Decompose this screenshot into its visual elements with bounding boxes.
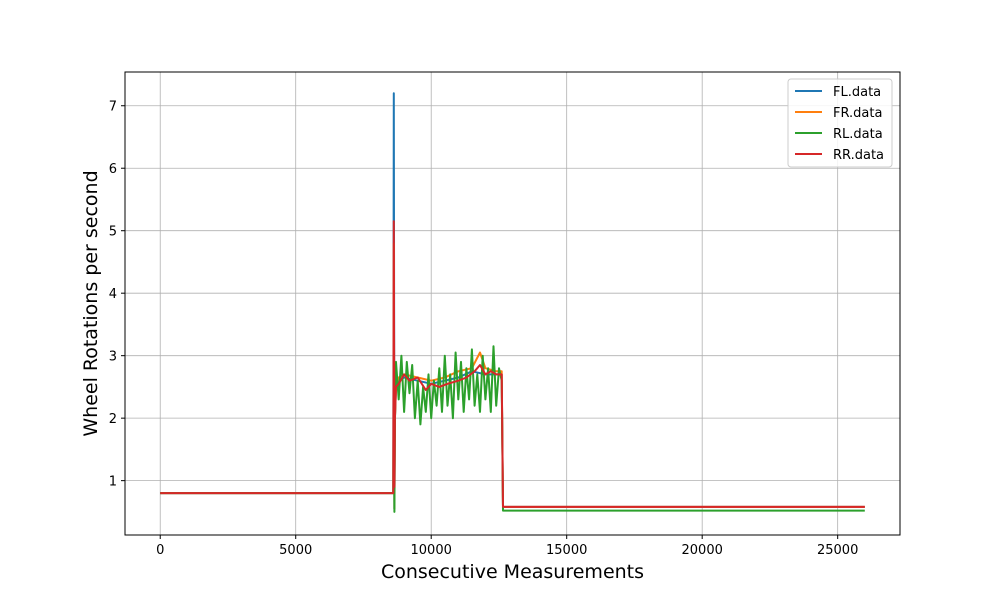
legend-label: FL.data [833,85,881,100]
x-axis-label: Consecutive Measurements [381,561,644,583]
plot-frame [124,71,901,536]
series-line-0 [160,92,865,510]
legend-label: RR.data [833,148,884,163]
x-tick-label: 15000 [546,543,587,558]
x-tick-label: 20000 [682,543,723,558]
legend-label: FR.data [833,106,882,121]
y-tick-label: 7 [109,100,117,115]
legend-box [787,78,893,168]
y-tick-label: 3 [109,350,117,365]
x-tick-label: 0 [156,543,164,558]
y-tick-label: 4 [109,287,117,302]
y-tick-label: 1 [109,475,117,490]
series-line-3 [160,220,865,508]
y-axis-label: Wheel Rotations per second [80,170,102,436]
grid [125,72,900,535]
y-tick-label: 6 [109,162,117,177]
y-tick-label: 2 [109,412,117,427]
axis-ticks: 0 5000 10000 15000 20000 25000 1 2 3 4 5 6 7 [109,100,859,558]
x-tick-label: 10000 [411,543,452,558]
series-line-2 [160,345,865,513]
series-line-1 [160,242,865,510]
y-tick-label: 5 [109,225,117,240]
x-tick-label: 25000 [817,543,858,558]
legend-label: RL.data [833,127,883,142]
legend: FL.data FR.data RL.data RR.data [787,78,893,168]
series-lines [160,92,865,513]
x-tick-label: 5000 [279,543,312,558]
